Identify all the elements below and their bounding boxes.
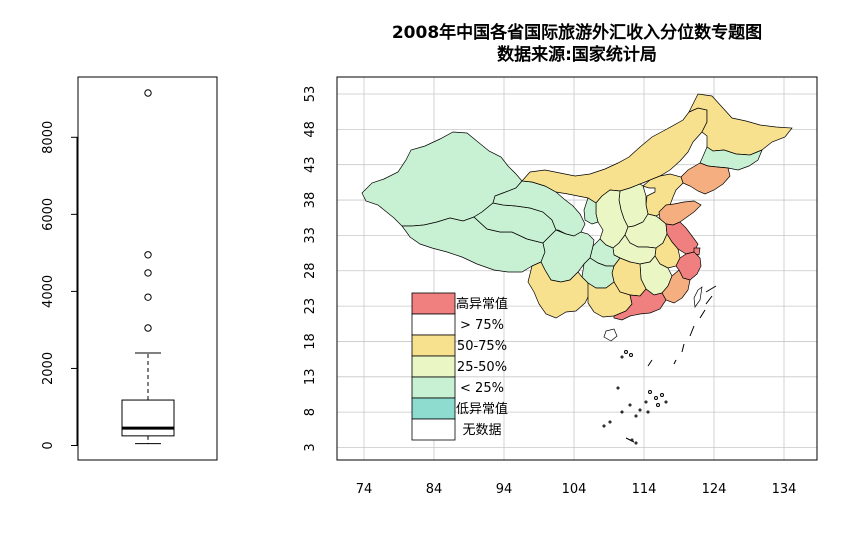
- map-y-tick-label: 13: [303, 369, 318, 386]
- boxplot-y-tick-label: 8000: [41, 121, 56, 154]
- boxplot-outlier-point: [144, 324, 152, 332]
- legend-swatch: [411, 376, 456, 399]
- china-province-map: [361, 93, 793, 445]
- boxplot-outlier-point: [144, 293, 152, 301]
- south-china-sea-islands: [602, 285, 717, 445]
- legend-swatch: [411, 397, 456, 420]
- legend-swatch: [411, 292, 456, 315]
- province-zhejiang: [675, 251, 702, 281]
- legend-label: 高异常值: [456, 296, 508, 312]
- legend-swatch: [411, 334, 456, 357]
- boxplot-box: [121, 399, 175, 437]
- province-hainan: [603, 328, 618, 342]
- map-y-tick-label: 23: [303, 298, 318, 315]
- map-x-tick-label: 94: [496, 482, 513, 497]
- map-panel: 74 84 94 104 114 124 134 38131823283338434853 …: [303, 76, 818, 497]
- map-x-axis: 74 84 94 104 114 124 134: [356, 482, 797, 497]
- map-x-tick-label: 124: [702, 482, 727, 497]
- boxplot-outlier-point: [144, 251, 152, 259]
- map-x-tick-label: 104: [562, 482, 587, 497]
- map-x-tick-label: 74: [356, 482, 373, 497]
- boxplot-outlier-point: [144, 89, 152, 97]
- map-y-tick-label: 53: [303, 86, 318, 103]
- legend-swatch: [411, 313, 456, 336]
- map-y-tick-label: 48: [303, 121, 318, 138]
- map-y-tick-label: 8: [303, 408, 318, 416]
- map-y-tick-label: 38: [303, 192, 318, 209]
- map-y-tick-label: 3: [303, 443, 318, 451]
- map-subtitle: 数据来源:国家统计局: [497, 44, 657, 65]
- legend-swatch: [411, 355, 456, 378]
- legend-label: > 75%: [460, 318, 504, 333]
- legend-label: 低异常值: [456, 401, 508, 417]
- map-y-tick-label: 28: [303, 262, 318, 279]
- boxplot-y-tick-label: 6000: [41, 198, 56, 231]
- legend-label: < 25%: [460, 381, 504, 396]
- map-y-tick-label: 18: [303, 333, 318, 350]
- map-y-tick-label: 33: [303, 227, 318, 244]
- map-title: 2008年中国各省国际旅游外汇收入分位数专题图: [392, 22, 762, 43]
- map-x-tick-label: 114: [632, 482, 657, 497]
- province-ningxia: [583, 197, 599, 225]
- province-liaoning: [680, 162, 731, 195]
- legend-swatch: [411, 418, 456, 441]
- boxplot-outlier-point: [144, 269, 152, 277]
- boxplot-frame: [77, 76, 218, 461]
- legend-label: 无数据: [462, 423, 501, 438]
- province-guangdong: [613, 288, 667, 321]
- boxplot-y-tick-label: 4000: [41, 275, 56, 308]
- province-taiwan: [693, 286, 703, 308]
- legend-label: 25-50%: [457, 360, 507, 375]
- map-y-tick-label: 43: [303, 156, 318, 173]
- map-x-tick-label: 134: [772, 482, 797, 497]
- legend-label: 50-75%: [457, 339, 507, 354]
- boxplot-y-tick-label: 0: [41, 441, 56, 449]
- boxplot-panel: 0 2000 4000 6000 8000: [41, 76, 218, 461]
- map-plot-frame: [336, 76, 818, 461]
- boxplot-y-tick-label: 2000: [41, 352, 56, 385]
- map-x-tick-label: 84: [426, 482, 443, 497]
- province-inner-mongolia: [521, 107, 708, 204]
